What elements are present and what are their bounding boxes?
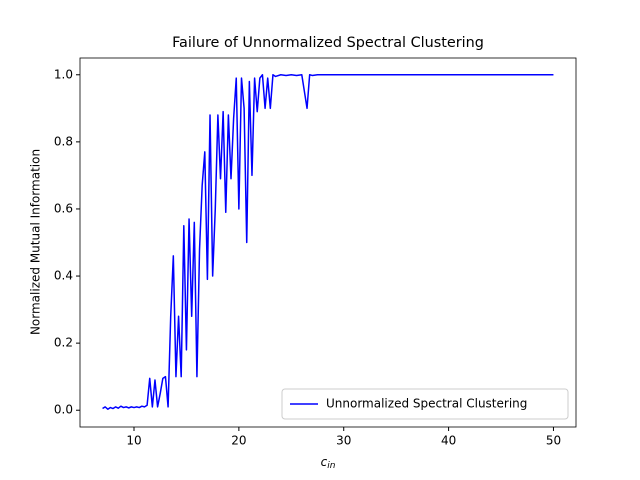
plot-frame [79,57,577,428]
x-tick-label: 40 [441,434,456,448]
y-tick-label: 0.0 [54,403,73,417]
x-tick-label: 50 [546,434,561,448]
y-tick-label: 0.4 [54,269,73,283]
data-line [102,74,554,410]
chart-title: Failure of Unnormalized Spectral Cluster… [172,35,484,51]
x-tick-label: 10 [126,434,141,448]
x-axis-label: cin [321,455,336,471]
y-tick-label: 0.6 [54,201,73,215]
x-tick-label: 20 [231,434,246,448]
x-tick-label: 30 [336,434,351,448]
x-axis-label-base: c [321,455,328,469]
y-tick-label: 0.2 [54,336,73,350]
x-axis-label-sub: in [327,461,336,471]
y-axis-label: Normalized Mutual Information [29,149,43,335]
legend-box [281,388,569,420]
y-tick-label: 0.8 [54,134,73,148]
legend-label: Unnormalized Spectral Clustering [326,397,527,411]
y-tick-label: 1.0 [54,67,73,81]
